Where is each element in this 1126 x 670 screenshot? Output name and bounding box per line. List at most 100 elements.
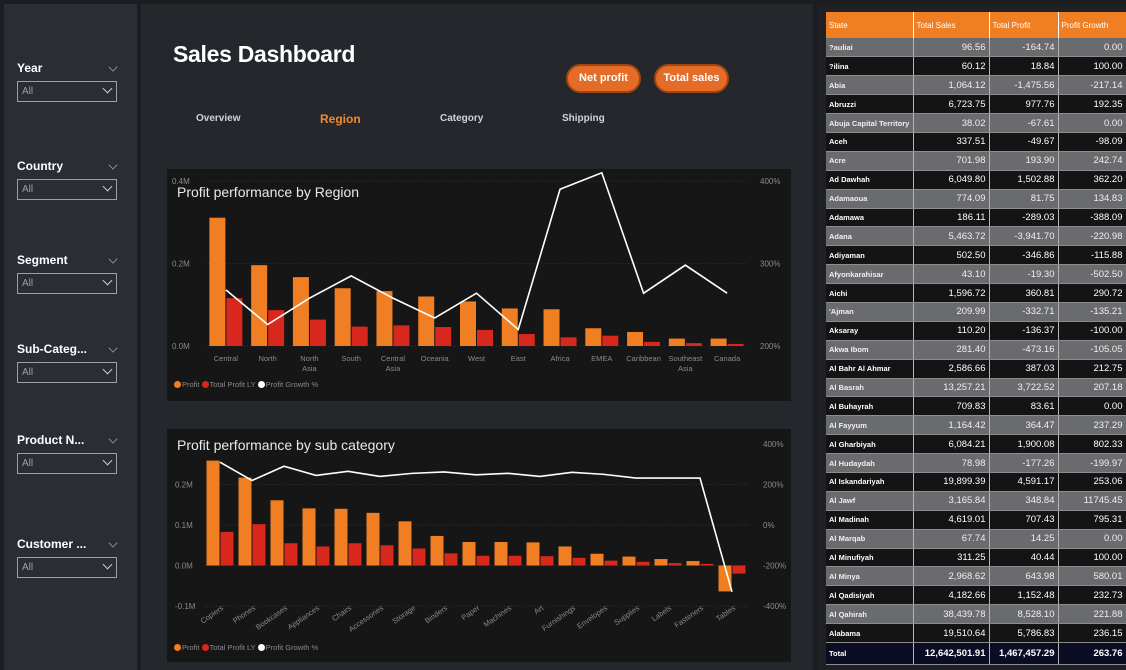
bar-profit[interactable]: [668, 338, 685, 346]
legend-item-growth[interactable]: Profit Growth %: [257, 643, 318, 652]
bar-profit[interactable]: [270, 500, 284, 566]
bar-profit[interactable]: [238, 477, 252, 566]
bar-profit-ly[interactable]: [412, 548, 426, 566]
legend-item-growth[interactable]: Profit Growth %: [257, 380, 318, 389]
bar-profit[interactable]: [366, 512, 380, 566]
table-row[interactable]: 'Ajman 209.99 -332.71 -135.21: [826, 302, 1126, 322]
customer-dropdown[interactable]: All: [17, 557, 117, 578]
bar-profit[interactable]: [460, 301, 476, 346]
total-sales-button[interactable]: Total sales: [654, 64, 729, 93]
table-row[interactable]: Al Minufiyah 311.25 40.44 100.00: [826, 548, 1126, 568]
bar-profit[interactable]: [558, 546, 572, 566]
tab-region[interactable]: Region: [320, 112, 361, 126]
column-header-total-sales[interactable]: Total Sales: [913, 12, 990, 38]
bar-profit[interactable]: [292, 277, 309, 346]
bar-profit-ly[interactable]: [252, 524, 266, 566]
legend-item-profit[interactable]: Profit: [174, 643, 200, 652]
bar-profit[interactable]: [251, 265, 268, 346]
bar-profit[interactable]: [543, 309, 560, 346]
bar-profit[interactable]: [654, 559, 668, 566]
table-row[interactable]: Al Bahr Al Ahmar 2,586.66 387.03 212.75: [826, 359, 1126, 379]
bar-profit[interactable]: [209, 217, 226, 346]
tab-shipping[interactable]: Shipping: [562, 113, 605, 124]
bar-profit-ly[interactable]: [560, 337, 577, 346]
bar-profit[interactable]: [710, 338, 727, 346]
column-header-profit-growth[interactable]: Profit Growth: [1058, 12, 1126, 38]
country-dropdown[interactable]: All: [17, 179, 117, 200]
sub-category-dropdown[interactable]: All: [17, 362, 117, 383]
table-row[interactable]: Al Madinah 4,619.01 707.43 795.31: [826, 510, 1126, 530]
bar-profit-ly[interactable]: [540, 556, 554, 566]
table-row[interactable]: Abruzzi 6,723.75 977.76 192.35: [826, 94, 1126, 115]
bar-profit[interactable]: [526, 542, 540, 566]
bar-profit-ly[interactable]: [380, 545, 394, 566]
bar-profit[interactable]: [686, 561, 700, 566]
table-row[interactable]: Adamaoua 774.09 81.75 134.83: [826, 189, 1126, 209]
line-profit-growth[interactable]: [219, 461, 733, 593]
year-dropdown[interactable]: All: [17, 81, 117, 102]
table-row[interactable]: Afyonkarahisar 43.10 -19.30 -502.50: [826, 264, 1126, 285]
bar-profit[interactable]: [418, 296, 435, 347]
bar-profit-ly[interactable]: [700, 563, 714, 566]
bar-profit[interactable]: [718, 565, 732, 592]
bar-profit-ly[interactable]: [226, 298, 243, 346]
bar-profit-ly[interactable]: [477, 329, 493, 346]
bar-profit-ly[interactable]: [444, 553, 458, 566]
bar-profit[interactable]: [494, 542, 508, 566]
table-row[interactable]: Al Jawf 3,165.84 348.84 11745.45: [826, 491, 1126, 511]
table-row[interactable]: Aksaray 110.20 -136.37 -100.00: [826, 321, 1126, 341]
table-row[interactable]: Akwa Ibom 281.40 -473.16 -105.05: [826, 340, 1126, 360]
subcategory-chart[interactable]: -0.1M 0.0M 0.1M 0.2M -400% -200% 0% 200% 400% Cop…: [167, 429, 791, 662]
legend-item-profit[interactable]: Profit: [174, 380, 200, 389]
tab-overview[interactable]: Overview: [196, 113, 241, 124]
bar-profit-ly[interactable]: [668, 563, 682, 566]
bar-profit[interactable]: [627, 331, 644, 346]
table-row[interactable]: Alabama 19,510.64 5,786.83 236.15: [826, 623, 1126, 643]
bar-profit[interactable]: [302, 508, 316, 566]
bar-profit-ly[interactable]: [636, 561, 650, 566]
table-row[interactable]: Aichi 1,596.72 360.81 290.72: [826, 283, 1126, 303]
table-row[interactable]: Al Qadisiyah 4,182.66 1,152.48 232.73: [826, 585, 1126, 606]
table-row[interactable]: Aceh 337.51 -49.67 -98.09: [826, 132, 1126, 152]
bar-profit[interactable]: [622, 556, 636, 566]
bar-profit-ly[interactable]: [393, 325, 410, 346]
bar-profit-ly[interactable]: [732, 565, 746, 574]
table-row[interactable]: Al Marqab 67.74 14.25 0.00: [826, 529, 1126, 549]
table-row[interactable]: Ad Dawhah 6,049.80 1,502.88 362.20: [826, 170, 1126, 190]
bar-profit-ly[interactable]: [268, 310, 285, 346]
bar-profit-ly[interactable]: [476, 555, 490, 566]
bar-profit-ly[interactable]: [518, 334, 535, 346]
table-row[interactable]: Abia 1,064.12 -1,475.56 -217.14: [826, 75, 1126, 96]
bar-profit-ly[interactable]: [284, 543, 298, 566]
legend-item-profit-ly[interactable]: Total Profit LY: [201, 643, 256, 652]
table-row[interactable]: Adana 5,463.72 -3,941.70 -220.98: [826, 226, 1126, 247]
net-profit-button[interactable]: Net profit: [566, 64, 641, 93]
bar-profit[interactable]: [206, 460, 220, 566]
table-row[interactable]: Al Iskandariyah 19,899.39 4,591.17 253.06: [826, 472, 1126, 492]
table-row[interactable]: Adiyaman 502.50 -346.86 -115.88: [826, 245, 1126, 266]
bar-profit[interactable]: [376, 291, 393, 346]
bar-profit-ly[interactable]: [508, 555, 522, 566]
bar-profit[interactable]: [590, 553, 604, 566]
line-profit-growth[interactable]: [225, 171, 728, 331]
bar-profit-ly[interactable]: [348, 543, 362, 566]
table-row[interactable]: Al Basrah 13,257.21 3,722.52 207.18: [826, 378, 1126, 398]
table-row[interactable]: ?ilina 60.12 18.84 100.00: [826, 56, 1126, 77]
bar-profit[interactable]: [430, 535, 444, 566]
bar-profit[interactable]: [334, 508, 348, 566]
bar-profit-ly[interactable]: [602, 335, 619, 346]
bar-profit[interactable]: [334, 288, 351, 346]
bar-profit-ly[interactable]: [316, 546, 330, 566]
bar-profit-ly[interactable]: [220, 531, 234, 566]
bar-profit-ly[interactable]: [435, 327, 452, 346]
column-header-total-profit[interactable]: Total Profit: [989, 12, 1059, 38]
bar-profit[interactable]: [462, 542, 476, 566]
table-row[interactable]: Al Minya 2,968.62 643.98 580.01: [826, 566, 1126, 587]
bar-profit-ly[interactable]: [727, 343, 744, 346]
bar-profit-ly[interactable]: [644, 341, 661, 346]
table-row[interactable]: Acre 701.98 193.90 242.74: [826, 151, 1126, 171]
table-row[interactable]: Adamawa 186.11 -289.03 -388.09: [826, 208, 1126, 228]
region-chart[interactable]: 0.0M 0.2M 0.4M 200% 300% 400% Central North Nort…: [167, 169, 791, 401]
table-row[interactable]: Al Qahirah 38,439.78 8,528.10 221.88: [826, 604, 1126, 625]
tab-category[interactable]: Category: [440, 113, 484, 124]
